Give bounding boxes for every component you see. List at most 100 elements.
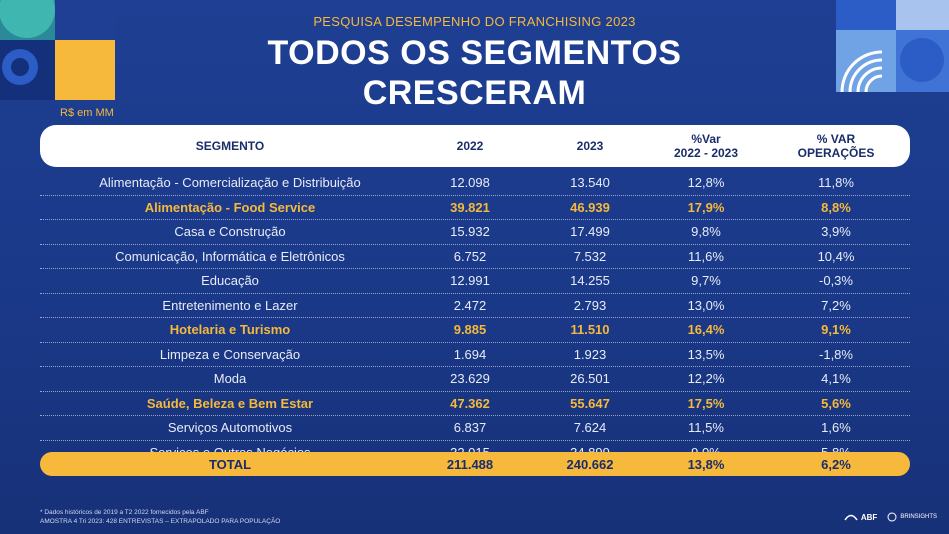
abf-logo-icon — [844, 514, 858, 521]
value-2022-cell: 9.885 — [453, 322, 487, 337]
var-cell: 17,5% — [687, 395, 725, 411]
value-2023-cell: 26.501 — [570, 371, 610, 386]
header-ops: % VAR OPERAÇÕES — [766, 125, 906, 167]
var-cell: 13,0% — [687, 297, 725, 313]
ops-var-cell: 8,8% — [821, 199, 851, 215]
table-row: Entretenimento e Lazer 2.472 2.793 13,0% 7,2… — [40, 294, 910, 318]
total-2023: 240.662 — [566, 456, 614, 472]
value-2023-cell: 7.532 — [573, 248, 607, 264]
value-2023-cell: 1.923 — [573, 346, 607, 362]
value-2022-cell: 6.837 — [453, 420, 487, 435]
page-title: TODOS OS SEGMENTOS CRESCERAM — [0, 33, 949, 113]
table-row: Limpeza e Conservação 1.694 1.923 13,5% -1,8… — [40, 343, 910, 367]
var-cell: 9,8% — [691, 224, 721, 239]
ops-var-cell: 1,6% — [821, 420, 851, 435]
table-header: SEGMENTO 2022 2023 %Var 2022 - 2023 % VA… — [40, 125, 910, 167]
ops-var-cell: 5,6% — [821, 395, 851, 411]
header-2023: 2023 — [576, 139, 604, 153]
table-row: Serviços Automotivos 6.837 7.624 11,5% 1,6% — [40, 416, 910, 441]
header-2022: 2022 — [456, 139, 484, 153]
ops-var-cell: 9,1% — [821, 322, 851, 337]
table-row: Casa e Construção 15.932 17.499 9,8% 3,9% — [40, 220, 910, 245]
table-row: Alimentação - Comercialização e Distribu… — [40, 171, 910, 196]
value-2023-cell: 7.624 — [573, 420, 607, 435]
brinsights-logo-icon — [887, 512, 897, 522]
value-2022-cell: 2.472 — [453, 297, 487, 313]
report-supertitle: PESQUISA DESEMPENHO DO FRANCHISING 2023 — [313, 14, 636, 29]
segment-cell: Hotelaria e Turismo — [169, 322, 291, 337]
segment-cell: Alimentação - Comercialização e Distribu… — [99, 175, 361, 190]
segment-cell: Entretenimento e Lazer — [162, 297, 298, 313]
value-2023-cell: 13.540 — [570, 175, 610, 190]
ops-var-cell: 10,4% — [817, 248, 855, 264]
value-2023-cell: 17.499 — [570, 224, 610, 239]
var-cell: 11,6% — [688, 248, 724, 264]
table-row: Alimentação - Food Service 39.821 46.939 17… — [40, 196, 910, 220]
footnote-line-2: AMOSTRA 4 Tri 2023: 428 ENTREVISTAS – EX… — [40, 518, 281, 525]
decorative-shapes-top-right — [836, 0, 949, 92]
value-2022-cell: 47.362 — [450, 395, 490, 411]
ops-var-cell: 4,1% — [821, 371, 851, 386]
value-2022-cell: 12.098 — [450, 175, 490, 190]
ops-var-cell: 11,8% — [818, 175, 854, 190]
segment-cell: Casa e Construção — [174, 224, 286, 239]
header-segment: SEGMENTO — [195, 139, 265, 153]
segment-cell: Serviços Automotivos — [167, 420, 293, 435]
segment-cell: Comunicação, Informática e Eletrônicos — [115, 248, 345, 264]
var-cell: 11,5% — [688, 420, 724, 435]
var-cell: 13,5% — [687, 346, 725, 362]
total-var: 13,8% — [687, 456, 725, 472]
total-row: TOTAL 211.488 240.662 13,8% 6,2% — [40, 452, 910, 476]
segment-cell: Alimentação - Food Service — [144, 199, 316, 215]
var-cell: 9,7% — [691, 273, 721, 288]
segment-cell: Moda — [213, 371, 247, 386]
table-row: Comunicação, Informática e Eletrônicos 6.… — [40, 245, 910, 269]
table-row: Educação 12.991 14.255 9,7% -0,3% — [40, 269, 910, 294]
total-label: TOTAL — [208, 456, 252, 472]
header-var-line1: %Var — [691, 132, 721, 146]
unit-label: R$ em MM — [60, 107, 114, 119]
abf-logo: ABF — [844, 513, 877, 522]
ops-var-cell: -1,8% — [819, 346, 853, 362]
header-ops-line2: OPERAÇÕES — [797, 146, 875, 160]
header-var: %Var 2022 - 2023 — [636, 125, 776, 167]
value-2022-cell: 15.932 — [450, 224, 490, 239]
ops-var-cell: 7,2% — [821, 297, 851, 313]
footnote-line-1: * Dados históricos de 2019 a T2 2022 for… — [40, 509, 209, 516]
table-body: Alimentação - Comercialização e Distribu… — [40, 171, 910, 465]
value-2023-cell: 46.939 — [570, 199, 610, 215]
decorative-shapes-top-left — [0, 0, 115, 100]
value-2023-cell: 2.793 — [573, 297, 607, 313]
brinsights-logo: BRINSIGHTS — [887, 512, 937, 522]
value-2022-cell: 12.991 — [450, 273, 490, 288]
value-2022-cell: 1.694 — [453, 346, 487, 362]
value-2022-cell: 6.752 — [453, 248, 487, 264]
value-2022-cell: 39.821 — [450, 199, 490, 215]
total-2022: 211.488 — [446, 456, 494, 472]
segment-cell: Limpeza e Conservação — [159, 346, 301, 362]
header-ops-line1: % VAR — [816, 132, 856, 146]
title-line-2: CRESCERAM — [362, 74, 587, 112]
title-line-1: TODOS OS SEGMENTOS — [267, 34, 682, 72]
var-cell: 17,9% — [687, 199, 725, 215]
value-2023-cell: 11.510 — [570, 322, 610, 337]
footnote: * Dados históricos de 2019 a T2 2022 for… — [40, 508, 280, 526]
total-ops: 6,2% — [821, 456, 851, 472]
var-cell: 12,8% — [687, 175, 725, 190]
value-2023-cell: 14.255 — [570, 273, 610, 288]
ops-var-cell: 3,9% — [821, 224, 851, 239]
brinsights-logo-text: BRINSIGHTS — [900, 514, 937, 520]
header-var-line2: 2022 - 2023 — [673, 146, 739, 160]
table-row: Saúde, Beleza e Bem Estar 47.362 55.647 17,… — [40, 392, 910, 416]
segment-cell: Saúde, Beleza e Bem Estar — [146, 395, 314, 411]
table-row: Moda 23.629 26.501 12,2% 4,1% — [40, 367, 910, 392]
table-row: Hotelaria e Turismo 9.885 11.510 16,4% 9,1% — [40, 318, 910, 343]
value-2022-cell: 23.629 — [450, 371, 490, 386]
ops-var-cell: -0,3% — [819, 273, 853, 288]
logos: ABF BRINSIGHTS — [844, 512, 937, 522]
abf-logo-text: ABF — [860, 512, 878, 522]
segment-cell: Educação — [201, 273, 259, 288]
var-cell: 12,2% — [687, 371, 725, 386]
value-2023-cell: 55.647 — [570, 395, 610, 411]
